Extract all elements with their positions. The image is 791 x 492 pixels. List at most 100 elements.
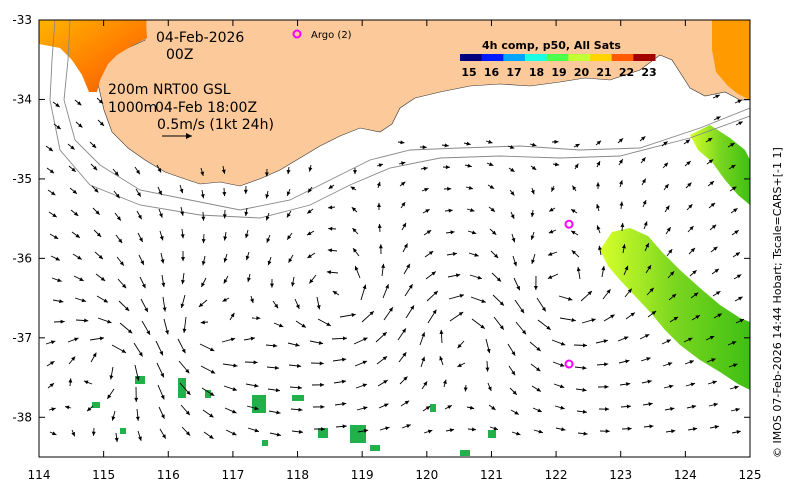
current-arrow-head bbox=[362, 383, 368, 388]
current-arrow-head bbox=[685, 139, 690, 144]
current-arrow-head bbox=[363, 337, 368, 342]
current-arrow-head bbox=[548, 229, 554, 234]
current-arrow-head bbox=[332, 291, 338, 295]
current-arrow-head bbox=[733, 363, 738, 368]
current-arrow-head bbox=[644, 334, 650, 338]
current-arrow-head bbox=[486, 348, 491, 354]
current-arrow-head bbox=[351, 207, 357, 212]
current-arrow-head bbox=[232, 409, 237, 414]
isobath-1000m bbox=[49, 20, 750, 219]
current-arrow-head bbox=[91, 431, 96, 436]
current-arrow-head bbox=[307, 188, 312, 193]
current-arrow-head bbox=[73, 211, 79, 216]
current-arrow-head bbox=[444, 143, 449, 148]
current-arrow-head bbox=[87, 407, 92, 412]
current-arrow-head bbox=[687, 182, 692, 187]
current-arrow-head bbox=[485, 367, 490, 372]
current-arrow-head bbox=[59, 299, 64, 304]
current-arrow-head bbox=[536, 387, 541, 392]
current-arrow-head bbox=[141, 283, 146, 289]
current-arrow-head bbox=[55, 103, 60, 108]
current-arrow-head bbox=[690, 382, 696, 387]
current-arrow-head bbox=[642, 199, 647, 205]
current-arrow-head bbox=[423, 381, 428, 386]
current-arrow-head bbox=[403, 243, 408, 248]
current-arrow-head bbox=[707, 137, 713, 142]
current-arrow-head bbox=[99, 336, 105, 341]
current-arrow-head bbox=[626, 404, 631, 409]
current-arrow-head bbox=[385, 284, 389, 289]
current-arrow-head bbox=[709, 335, 715, 340]
argo-legend-label: Argo (2) bbox=[311, 30, 352, 41]
current-arrow-head bbox=[72, 189, 77, 194]
current-arrow-head bbox=[50, 361, 55, 366]
current-arrow-head bbox=[341, 357, 347, 362]
x-tick-label: 124 bbox=[674, 468, 697, 482]
product-label: NRT00 GSL bbox=[153, 82, 231, 98]
current-arrow-head bbox=[442, 379, 447, 385]
current-arrow-head bbox=[403, 376, 408, 381]
current-arrow-head bbox=[266, 238, 271, 243]
colorbar-tick-label: 23 bbox=[641, 66, 656, 79]
current-arrow-head bbox=[103, 298, 108, 303]
y-axis: -33 -34 -35 -36 -37 -38 bbox=[12, 13, 750, 424]
current-arrow-head bbox=[84, 318, 89, 323]
current-arrow-head bbox=[459, 293, 464, 298]
current-arrow-head bbox=[591, 318, 596, 323]
current-arrow-head bbox=[92, 165, 98, 171]
current-arrow-head bbox=[432, 309, 437, 315]
current-arrow-head bbox=[269, 283, 274, 288]
current-arrow-head bbox=[96, 232, 102, 237]
colorbar-segment bbox=[568, 54, 591, 61]
current-arrow-head bbox=[83, 380, 89, 385]
current-arrow-head bbox=[51, 407, 56, 412]
current-arrow-head bbox=[138, 352, 143, 357]
current-arrow-head bbox=[445, 165, 450, 170]
current-arrow-head bbox=[75, 233, 80, 238]
argo-floats bbox=[564, 219, 574, 369]
current-arrow-head bbox=[531, 142, 537, 147]
current-arrow-head bbox=[618, 159, 623, 164]
current-arrow-head bbox=[712, 380, 717, 385]
current-arrow-head bbox=[200, 194, 205, 199]
current-arrow-head bbox=[273, 343, 278, 348]
current-arrow-head bbox=[71, 431, 75, 437]
current-arrow-head bbox=[297, 385, 302, 390]
current-arrow-head bbox=[496, 277, 502, 282]
current-arrow-head bbox=[693, 292, 699, 297]
current-arrow-head bbox=[383, 380, 388, 384]
current-arrow-head bbox=[596, 225, 601, 230]
current-arrow-head bbox=[265, 216, 270, 221]
hour-label: 00Z bbox=[166, 47, 193, 63]
current-arrow-head bbox=[250, 336, 255, 341]
current-arrow-head bbox=[536, 367, 541, 372]
current-arrow-head bbox=[499, 301, 504, 306]
current-arrow-head bbox=[627, 288, 632, 294]
current-arrow-head bbox=[363, 406, 368, 411]
current-arrow-head bbox=[351, 313, 356, 317]
current-arrow-head bbox=[511, 370, 516, 376]
current-arrow-head bbox=[717, 313, 722, 318]
current-arrow-head bbox=[350, 186, 356, 191]
current-arrow-head bbox=[182, 328, 187, 333]
current-arrow-head bbox=[647, 265, 652, 270]
current-arrow-head bbox=[439, 356, 444, 361]
current-arrow-head bbox=[646, 357, 651, 361]
current-arrow-head bbox=[582, 387, 587, 392]
x-tick-label: 122 bbox=[545, 468, 568, 482]
current-arrow-head bbox=[477, 275, 482, 280]
current-arrow-head bbox=[92, 352, 97, 358]
current-arrow-head bbox=[185, 431, 191, 436]
current-arrow-head bbox=[181, 279, 185, 285]
current-arrow-head bbox=[98, 254, 103, 259]
colorbar-tick-label: 16 bbox=[484, 66, 500, 79]
current-arrow-head bbox=[427, 429, 433, 434]
current-arrow-head bbox=[488, 162, 494, 166]
current-arrow-head bbox=[531, 259, 536, 264]
current-arrow-head bbox=[264, 172, 269, 177]
argo-float-marker bbox=[564, 359, 574, 369]
current-arrow-head bbox=[571, 250, 577, 255]
current-arrow-head bbox=[618, 138, 624, 143]
current-arrow-head bbox=[471, 230, 477, 235]
current-arrow-head bbox=[53, 235, 59, 239]
